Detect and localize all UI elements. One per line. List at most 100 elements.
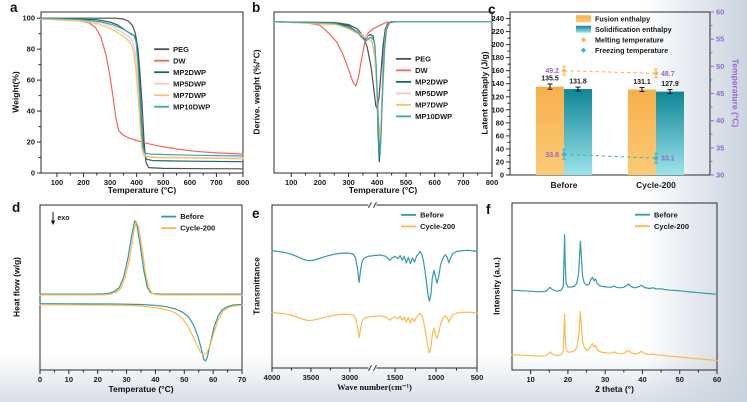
svg-text:140: 140 bbox=[491, 79, 504, 88]
svg-text:0: 0 bbox=[31, 169, 35, 178]
svg-text:500: 500 bbox=[400, 178, 413, 187]
svg-text:PEG: PEG bbox=[173, 45, 189, 54]
panel-b-canvas: 100 200 300 400 500 600 700 800 PEG DW MP2DWP MP5DW… bbox=[273, 11, 499, 187]
svg-text:400: 400 bbox=[130, 178, 143, 187]
svg-text:MP5DWP: MP5DWP bbox=[173, 79, 206, 88]
panel-c: c Latent enthaply (J/g) Temperature (°C)… bbox=[468, 0, 747, 195]
svg-text:127.9: 127.9 bbox=[661, 81, 679, 88]
svg-text:3500: 3500 bbox=[303, 373, 320, 382]
svg-text:Cycle-200: Cycle-200 bbox=[636, 180, 676, 190]
svg-text:DW: DW bbox=[415, 66, 428, 75]
svg-text:600: 600 bbox=[428, 178, 441, 187]
svg-text:120: 120 bbox=[491, 92, 504, 101]
panel-c-letter: c bbox=[488, 2, 496, 17]
panel-a-xlabel: Temperature (°C) bbox=[107, 185, 177, 195]
panel-e-xlabel: Wave number(cm⁻¹) bbox=[337, 382, 412, 392]
svg-text:70: 70 bbox=[238, 375, 246, 384]
panel-c-canvas: 0 20 40 60 80 100 120 140 160 180 200 220 240 30 35 40 4… bbox=[491, 8, 724, 191]
svg-text:180: 180 bbox=[491, 53, 504, 62]
svg-text:Cycle-200: Cycle-200 bbox=[420, 222, 455, 231]
svg-text:240: 240 bbox=[491, 14, 504, 23]
svg-text:49.2: 49.2 bbox=[545, 68, 559, 75]
svg-text:160: 160 bbox=[491, 66, 504, 75]
svg-text:DW: DW bbox=[173, 56, 186, 65]
panel-d: d Heat flow (w/g) Temperatue (°C) 0 10 20 3… bbox=[0, 196, 252, 402]
svg-text:40: 40 bbox=[716, 116, 724, 125]
svg-text:60: 60 bbox=[27, 76, 35, 85]
svg-text:700: 700 bbox=[210, 178, 223, 187]
svg-text:3000: 3000 bbox=[342, 373, 359, 382]
svg-text:300: 300 bbox=[104, 178, 117, 187]
panel-f-letter: f bbox=[486, 202, 491, 217]
svg-text:30: 30 bbox=[122, 375, 130, 384]
svg-text:200: 200 bbox=[77, 178, 90, 187]
svg-text:700: 700 bbox=[457, 178, 470, 187]
svg-text:Freezing temperature: Freezing temperature bbox=[595, 46, 668, 55]
svg-text:800: 800 bbox=[486, 178, 499, 187]
svg-text:500: 500 bbox=[157, 178, 170, 187]
svg-text:0: 0 bbox=[500, 171, 504, 180]
panel-b-xlabel: Temperature (°C) bbox=[348, 185, 418, 195]
svg-text:40: 40 bbox=[638, 375, 646, 384]
svg-text:60: 60 bbox=[716, 8, 724, 17]
svg-text:500: 500 bbox=[471, 373, 484, 382]
svg-text:4000: 4000 bbox=[264, 373, 281, 382]
svg-text:10: 10 bbox=[526, 375, 534, 384]
svg-text:800: 800 bbox=[237, 178, 250, 187]
svg-text:1500: 1500 bbox=[387, 373, 404, 382]
svg-text:100: 100 bbox=[285, 178, 298, 187]
svg-text:Cycle-200: Cycle-200 bbox=[180, 224, 215, 233]
svg-text:45: 45 bbox=[716, 89, 724, 98]
panel-b-letter: b bbox=[252, 0, 261, 15]
panel-f-xlabel: 2 theta (°) bbox=[595, 384, 634, 394]
svg-text:100: 100 bbox=[51, 178, 64, 187]
svg-text:131.8: 131.8 bbox=[569, 79, 587, 86]
svg-text:60: 60 bbox=[209, 375, 217, 384]
svg-text:80: 80 bbox=[496, 118, 504, 127]
svg-text:60: 60 bbox=[713, 375, 721, 384]
svg-text:Before: Before bbox=[180, 212, 204, 221]
svg-text:MP2DWP: MP2DWP bbox=[415, 77, 448, 86]
svg-text:50: 50 bbox=[716, 62, 724, 71]
svg-text:20: 20 bbox=[496, 157, 504, 166]
panel-d-xlabel: Temperatue (°C) bbox=[108, 384, 174, 394]
svg-text:40: 40 bbox=[496, 144, 504, 153]
panel-a: a Weight(%) Temperature (°C) 100 200 300 40… bbox=[0, 0, 250, 195]
svg-text:PEG: PEG bbox=[415, 54, 431, 63]
svg-text:MP10DWP: MP10DWP bbox=[415, 112, 452, 121]
svg-text:Cycle-200: Cycle-200 bbox=[654, 222, 689, 231]
panel-d-letter: d bbox=[12, 200, 21, 215]
panel-a-letter: a bbox=[10, 0, 18, 15]
svg-text:33.8: 33.8 bbox=[545, 152, 559, 159]
svg-text:Before: Before bbox=[654, 210, 678, 219]
svg-text:0: 0 bbox=[38, 375, 42, 384]
svg-text:50: 50 bbox=[180, 375, 188, 384]
panel-b: b Derive. weight (%/°C) Temperature (°C)… bbox=[250, 0, 500, 195]
svg-text:20: 20 bbox=[94, 375, 102, 384]
svg-text:55: 55 bbox=[716, 35, 724, 44]
svg-text:MP10DWP: MP10DWP bbox=[173, 102, 210, 111]
panel-e-letter: e bbox=[252, 206, 260, 221]
svg-text:30: 30 bbox=[716, 171, 724, 180]
svg-text:Before: Before bbox=[551, 180, 578, 190]
svg-text:300: 300 bbox=[342, 178, 355, 187]
svg-text:100: 100 bbox=[491, 105, 504, 114]
panel-f-canvas: 10 20 30 40 50 60 Before Cycle-200 bbox=[511, 202, 721, 384]
svg-text:MP7DWP: MP7DWP bbox=[415, 100, 448, 109]
svg-text:600: 600 bbox=[184, 178, 197, 187]
svg-text:131.1: 131.1 bbox=[633, 79, 651, 86]
svg-text:200: 200 bbox=[314, 178, 327, 187]
panel-e-canvas: 4000 3500 3000 1500 1000 500 Before Cycle-200 bbox=[264, 201, 484, 382]
svg-text:10: 10 bbox=[65, 375, 73, 384]
svg-text:40: 40 bbox=[27, 107, 35, 116]
panel-d-canvas: 0 10 20 30 40 50 60 70 Before Cycle-200 exo bbox=[38, 204, 246, 384]
svg-text:400: 400 bbox=[371, 178, 384, 187]
svg-text:50: 50 bbox=[676, 375, 684, 384]
svg-text:40: 40 bbox=[151, 375, 159, 384]
svg-text:20: 20 bbox=[27, 138, 35, 147]
svg-text:MP5DWP: MP5DWP bbox=[415, 89, 448, 98]
svg-text:135.5: 135.5 bbox=[541, 76, 559, 83]
svg-text:80: 80 bbox=[27, 45, 35, 54]
panel-e: e Transmittance Wave number(cm⁻¹) 4000 35… bbox=[244, 196, 492, 402]
svg-text:Before: Before bbox=[420, 210, 444, 219]
